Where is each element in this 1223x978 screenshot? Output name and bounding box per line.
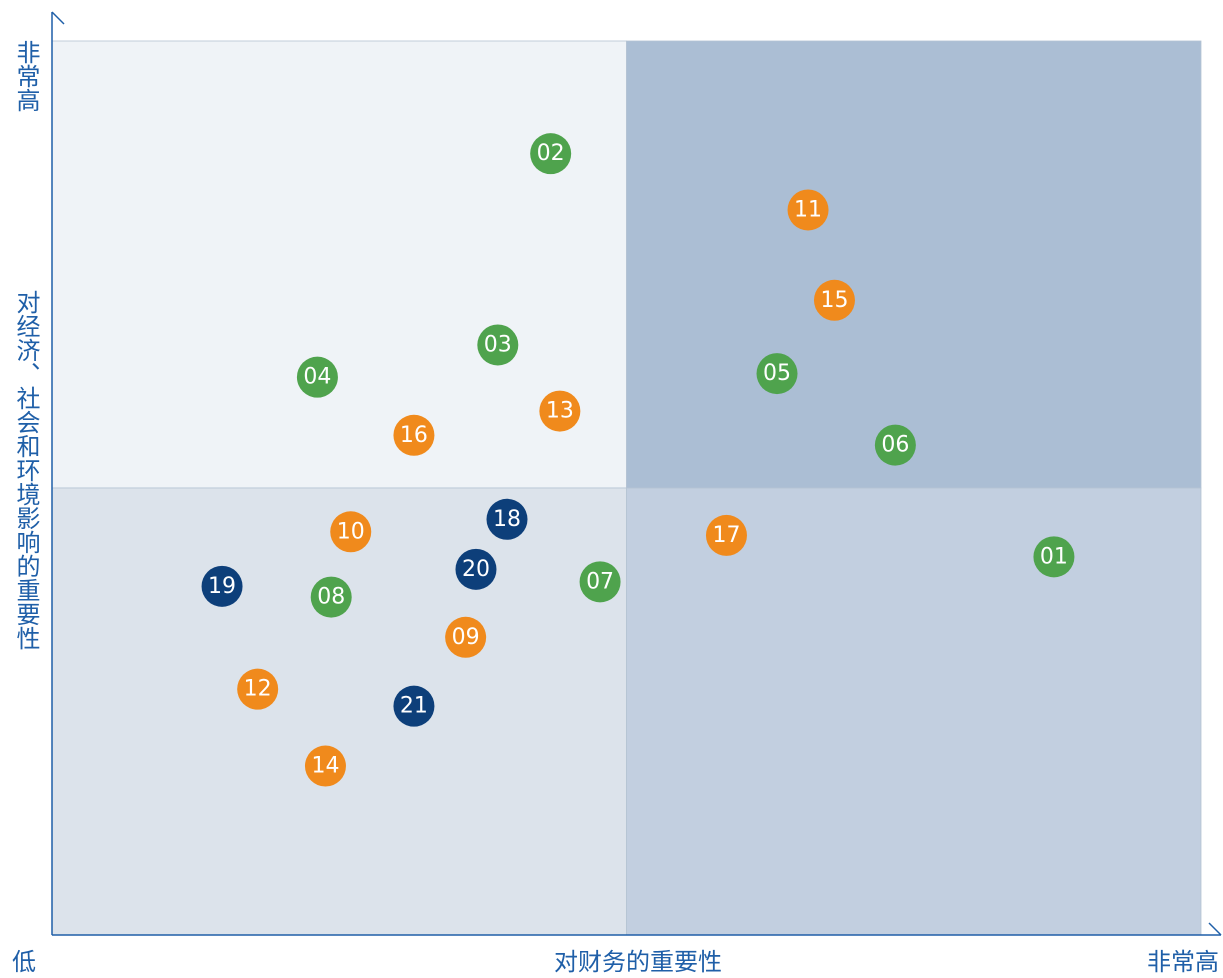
point bbox=[813, 279, 855, 321]
point bbox=[530, 133, 572, 175]
point-label: 16 bbox=[400, 423, 428, 448]
point bbox=[756, 353, 798, 395]
point bbox=[787, 189, 829, 231]
point bbox=[310, 576, 352, 618]
point-label: 04 bbox=[303, 365, 331, 390]
point bbox=[330, 511, 372, 553]
x-axis-label: 对财务的重要性 bbox=[554, 948, 722, 976]
y-label-top: 非常高 bbox=[12, 40, 40, 112]
point-label: 20 bbox=[462, 557, 490, 582]
point-label: 17 bbox=[712, 523, 740, 548]
point-label: 11 bbox=[794, 197, 822, 222]
points: 01 02 03 04 05 06 07 08 09 10 11 12 13 14 15 16 17 18 19 20… bbox=[201, 133, 1075, 787]
y-axis-label: 对经济、社会和环境影响的重要性 bbox=[12, 290, 40, 650]
origin-label: 低 bbox=[12, 948, 36, 976]
quadrant bbox=[51, 40, 627, 489]
point bbox=[393, 414, 435, 456]
point-label: 03 bbox=[484, 332, 512, 357]
quadrants bbox=[51, 40, 1202, 936]
point-label: 10 bbox=[337, 519, 365, 544]
point-label: 19 bbox=[208, 574, 236, 599]
point-label: 15 bbox=[820, 288, 848, 313]
point-label: 18 bbox=[493, 507, 521, 532]
point-label: 12 bbox=[244, 677, 272, 702]
point bbox=[455, 548, 497, 590]
point bbox=[445, 616, 487, 658]
point bbox=[705, 514, 747, 556]
y-axis-arrow bbox=[51, 11, 65, 25]
point bbox=[539, 390, 581, 432]
point-label: 06 bbox=[881, 433, 909, 458]
point bbox=[237, 668, 279, 710]
x-label-right: 非常高 bbox=[1147, 948, 1219, 976]
point bbox=[201, 565, 243, 607]
point bbox=[296, 356, 338, 398]
quadrant bbox=[626, 487, 1202, 936]
point bbox=[486, 498, 528, 540]
x-axis-arrow bbox=[1208, 922, 1222, 936]
point bbox=[477, 324, 519, 366]
point bbox=[874, 424, 916, 466]
point-label: 02 bbox=[537, 141, 565, 166]
point-label: 14 bbox=[311, 754, 339, 779]
point-label: 01 bbox=[1040, 544, 1068, 569]
point-label: 13 bbox=[546, 399, 574, 424]
point-label: 09 bbox=[452, 625, 480, 650]
quadrant bbox=[626, 40, 1202, 489]
point-label: 07 bbox=[586, 569, 614, 594]
point-label: 05 bbox=[763, 361, 791, 386]
point-label: 21 bbox=[400, 694, 428, 719]
quadrant bbox=[51, 487, 627, 936]
point bbox=[579, 561, 621, 603]
point bbox=[304, 745, 346, 787]
point bbox=[393, 685, 435, 727]
point bbox=[1033, 536, 1075, 578]
point-label: 08 bbox=[317, 585, 345, 610]
